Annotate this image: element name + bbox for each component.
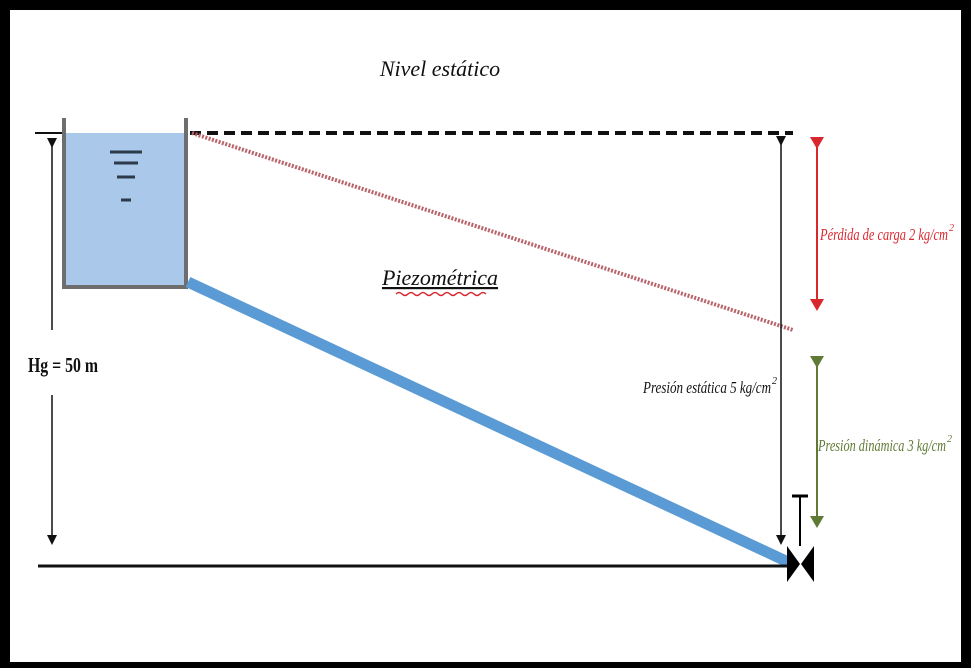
dynamic-pressure-label: Presión dinámica 3 kg/cm — [817, 436, 946, 455]
dynamic-pressure-sup: 2 — [947, 434, 952, 445]
static-pressure-sup: 2 — [772, 376, 777, 387]
pipe — [185, 277, 791, 567]
water-body — [64, 133, 186, 287]
spellcheck-underline — [395, 291, 487, 297]
reservoir-tank — [62, 118, 188, 289]
static-level-label: Nivel estático — [379, 56, 500, 81]
piezometric-label: Piezométrica — [381, 265, 498, 290]
head-loss-sup: 2 — [949, 223, 954, 234]
head-loss-label: Pérdida de carga 2 kg/cm — [819, 225, 948, 244]
static-pressure-label: Presión estática 5 kg/cm — [642, 378, 771, 397]
piezometric-line — [191, 131, 794, 332]
water-level-icon — [110, 150, 142, 202]
valve-icon — [787, 494, 814, 582]
geometric-height-label: Hg = 50 m — [28, 353, 98, 377]
